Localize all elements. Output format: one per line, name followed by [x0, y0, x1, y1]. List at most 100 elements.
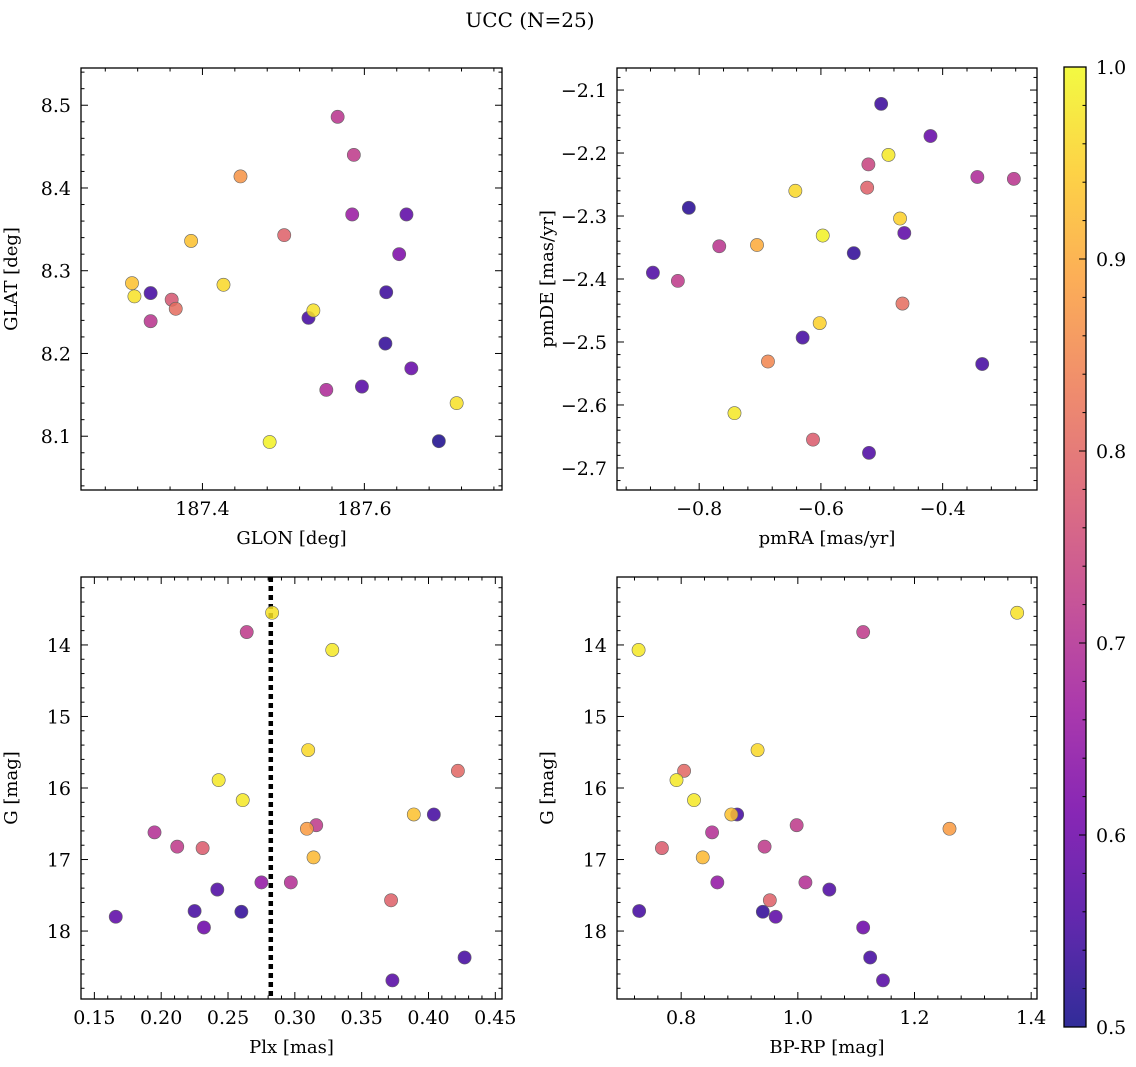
data-point [319, 382, 334, 397]
y-axis-label: GLAT [deg] [1, 227, 22, 331]
data-point [724, 807, 739, 822]
data-point [876, 973, 890, 988]
data-point [450, 763, 465, 778]
data-point [143, 314, 158, 329]
plot-frame [80, 576, 503, 1000]
data-point [234, 904, 249, 919]
data-point [856, 920, 871, 935]
colorbar-frame [1063, 66, 1087, 1028]
y-tick-label: 8.3 [41, 261, 71, 283]
y-tick-label: 8.4 [41, 178, 71, 200]
data-point [798, 875, 813, 890]
panel-plx-g: 0.15 0.20 0.25 0.30 0.35 0.40 0.45 14 15 16 17 18 Pl… [1, 576, 516, 1058]
data-point [216, 277, 231, 292]
x-tick-label: 0.35 [341, 1007, 383, 1029]
data-point [861, 157, 876, 172]
data-point [822, 882, 837, 897]
y-tick-label: −2.3 [561, 206, 607, 228]
data-point [385, 973, 400, 988]
data-point [757, 839, 772, 854]
data-point [768, 909, 783, 924]
x-axis-label: GLON [deg] [236, 528, 346, 549]
data-point [761, 354, 775, 369]
data-point [277, 228, 292, 243]
y-tick-label: 8.2 [41, 343, 71, 365]
colorbar-tick-label: 0.9 [1096, 249, 1126, 271]
colorbar-tick-label: 0.6 [1096, 825, 1126, 847]
x-tick-label: 1.4 [1016, 1007, 1046, 1029]
data-point [187, 904, 202, 918]
y-tick-label: −2.4 [561, 269, 607, 291]
data-point [168, 301, 183, 316]
colorbar-tick-label: 0.5 [1096, 1017, 1126, 1039]
data-point [195, 841, 210, 855]
data-point [330, 109, 345, 124]
data-point [632, 904, 647, 918]
y-tick-label: 15 [583, 706, 607, 728]
y-tick-label: −2.6 [561, 395, 607, 417]
y-tick-label: −2.1 [561, 80, 607, 102]
x-tick-label: 1.0 [783, 1007, 813, 1029]
data-point [942, 821, 957, 836]
y-tick-label: 8.1 [41, 426, 71, 448]
x-axis-label: BP-RP [mag] [769, 1037, 884, 1058]
y-axis-label: pmDE [mas/yr] [537, 210, 558, 348]
data-point [392, 247, 407, 262]
data-point [457, 950, 472, 965]
data-point [975, 357, 990, 371]
x-tick-label: 0.40 [407, 1007, 449, 1029]
data-point [895, 296, 910, 311]
data-point [325, 643, 340, 657]
data-point [384, 893, 398, 908]
data-point [646, 265, 660, 280]
y-tick-label: 17 [583, 850, 607, 872]
colorbar: 0.5 0.6 0.7 0.8 0.9 1.0 [1063, 57, 1126, 1039]
x-tick-label: −0.6 [798, 498, 844, 520]
data-point [863, 950, 878, 965]
data-point [239, 625, 254, 639]
colorbar-tick-label: 0.8 [1096, 441, 1126, 463]
y-tick-label: 18 [583, 921, 607, 943]
data-point [655, 841, 669, 855]
data-point [710, 875, 725, 890]
data-point [881, 148, 896, 162]
data-point [727, 406, 742, 421]
data-point [846, 246, 861, 261]
data-point [170, 839, 185, 854]
data-point [431, 434, 446, 449]
y-tick-label: 14 [47, 635, 71, 657]
data-point [210, 882, 225, 897]
data-point [426, 807, 441, 822]
data-point [970, 170, 985, 184]
panel-glon-glat: 187.4 187.6 8.1 8.2 8.3 8.4 8.5 GLON [deg] GLAT … [1, 67, 503, 549]
data-point [211, 773, 226, 788]
data-point [893, 211, 907, 226]
data-point [254, 875, 269, 890]
data-point [301, 743, 316, 757]
panel-pmra-pmde: −0.8 −0.6 −0.4 −2.7 −2.6 −2.5 −2.4 −2.3 −2.2 −2.1… [537, 67, 1038, 549]
data-point [750, 238, 764, 252]
data-point [677, 763, 691, 778]
data-point [695, 850, 710, 865]
y-axis-label: G [mag] [1, 751, 22, 824]
x-axis-label: pmRA [mas/yr] [759, 528, 896, 549]
data-point [108, 909, 123, 924]
y-tick-label: 18 [47, 921, 71, 943]
data-point [712, 239, 727, 254]
plot-frame [80, 67, 503, 491]
data-point [449, 396, 464, 411]
data-point [762, 893, 777, 908]
data-point [806, 432, 820, 447]
data-point [923, 129, 938, 143]
x-tick-label: −0.8 [676, 498, 722, 520]
data-point [788, 183, 803, 198]
x-tick-label: 1.2 [899, 1007, 929, 1029]
x-tick-label: 187.6 [337, 498, 391, 520]
data-point [306, 850, 321, 865]
y-tick-label: 17 [47, 850, 71, 872]
y-tick-label: −2.5 [561, 332, 607, 354]
data-point [812, 316, 827, 330]
x-tick-label: 0.30 [274, 1007, 316, 1029]
data-point [705, 825, 719, 840]
